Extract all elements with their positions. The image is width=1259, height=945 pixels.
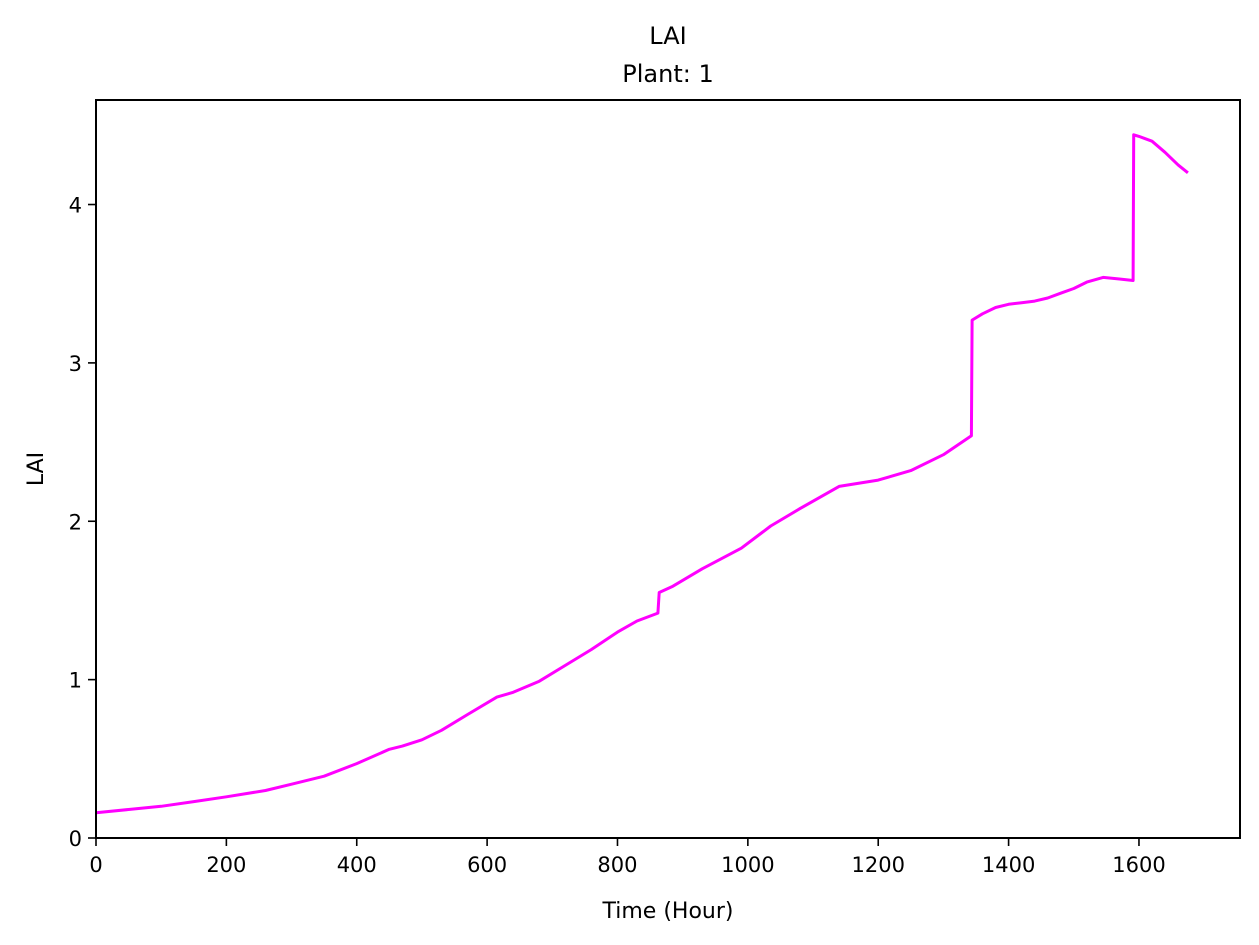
y-tick-label: 3: [69, 352, 82, 376]
x-axis-ticks: 0 200 400 600 800 1000 1200 1400 1600: [89, 838, 1166, 877]
x-tick-label: 0: [89, 853, 102, 877]
y-axis-label: LAI: [24, 452, 49, 486]
x-tick-label: 1600: [1112, 853, 1165, 877]
x-tick-label: 800: [597, 853, 637, 877]
y-tick-label: 2: [69, 510, 82, 534]
series-line-0: [95, 133, 1189, 815]
x-tick-label: 400: [337, 853, 377, 877]
y-tick-label: 4: [69, 194, 82, 218]
chart-subtitle: Plant: 1: [622, 60, 713, 88]
y-tick-label: 0: [69, 827, 82, 851]
y-tick-label: 1: [69, 669, 82, 693]
chart-title: LAI: [649, 22, 686, 50]
x-tick-label: 1200: [851, 853, 904, 877]
y-axis-ticks: 0 1 2 3 4: [69, 194, 96, 851]
x-tick-label: 1000: [721, 853, 774, 877]
plot-area: [95, 99, 1241, 839]
x-tick-label: 1400: [982, 853, 1035, 877]
x-axis-label: Time (Hour): [602, 899, 734, 924]
axes-frame: [95, 99, 1241, 839]
x-tick-label: 600: [467, 853, 507, 877]
x-tick-label: 200: [206, 853, 246, 877]
